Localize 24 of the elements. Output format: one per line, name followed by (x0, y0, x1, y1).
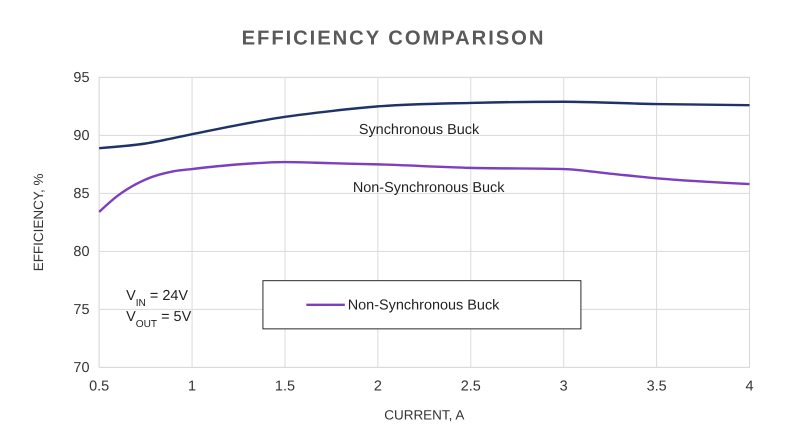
y-tick-label: 90 (73, 128, 90, 144)
annotation: V$_{IN}$ = 24V (126, 288, 188, 308)
annotation: Synchronous Buck (358, 122, 480, 138)
line-series (98, 100, 751, 150)
y-tick-label: 70 (73, 360, 90, 376)
chart-title: EFFICIENCY COMPARISON (242, 28, 546, 50)
y-axis-title: EFFICIENCY, % (31, 173, 46, 272)
x-tick-label: 3 (560, 378, 568, 395)
annotation: Non-Synchronous Buck (352, 180, 506, 196)
y-tick-label: 80 (73, 244, 90, 260)
line-series (98, 160, 751, 214)
annotation: V$_{OUT}$ = 5V (126, 309, 192, 330)
x-tick-label: 4 (746, 378, 754, 395)
y-tick-label: 85 (73, 186, 90, 202)
y-tick-label: 75 (73, 302, 90, 318)
x-axis-title: CURRENT, A (384, 407, 464, 422)
x-tick-label: 1.5 (274, 378, 295, 395)
x-tick-label: 3.5 (646, 378, 667, 395)
x-tick-label: 2.5 (460, 378, 481, 395)
y-tick-label: 95 (73, 70, 90, 86)
x-tick-label: 1 (188, 378, 196, 395)
legend-label: Non-Synchronous Buck (348, 298, 500, 314)
x-tick-label: 2 (374, 378, 382, 395)
x-tick-label: 0.5 (89, 378, 110, 395)
